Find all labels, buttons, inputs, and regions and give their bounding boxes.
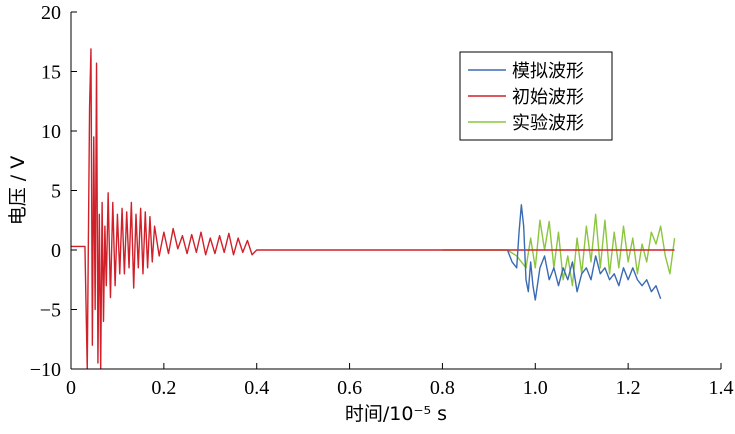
series-line-1 bbox=[506, 204, 662, 301]
series-line-3 bbox=[442, 213, 676, 287]
x-tick-label: 1.4 bbox=[709, 377, 734, 399]
x-axis-title: 时间/10⁻⁵ s bbox=[345, 403, 447, 425]
axes-layer: 0 0.2 0.4 0.6 0.8 1.0 1.2 1.4 −10 −5 0 5 10 15 20 bbox=[30, 2, 734, 399]
series-layer bbox=[71, 48, 676, 369]
x-tick-label: 0.6 bbox=[337, 377, 362, 399]
y-tick-label: 15 bbox=[41, 62, 61, 84]
x-tick-label: 0.8 bbox=[430, 377, 455, 399]
y-tick-label: 5 bbox=[51, 181, 61, 203]
y-tick-label: −10 bbox=[30, 359, 61, 381]
legend-label-2: 初始波形 bbox=[512, 87, 584, 108]
y-tick-label: 0 bbox=[51, 240, 61, 262]
x-tick-label: 0.4 bbox=[244, 377, 269, 399]
series-line-2 bbox=[71, 48, 675, 369]
y-tick-label: 10 bbox=[41, 121, 61, 143]
x-tick-label: 1.2 bbox=[616, 377, 641, 399]
x-tick-label: 0 bbox=[66, 377, 76, 399]
y-tick-label: −5 bbox=[40, 300, 61, 322]
legend-label-1: 模拟波形 bbox=[512, 61, 584, 82]
y-tick-label: 20 bbox=[41, 2, 61, 24]
y-axis-title: 电压 / V bbox=[7, 156, 29, 225]
x-tick-label: 1.0 bbox=[523, 377, 548, 399]
legend-label-3: 实验波形 bbox=[512, 113, 584, 134]
x-tick-label: 0.2 bbox=[151, 377, 176, 399]
